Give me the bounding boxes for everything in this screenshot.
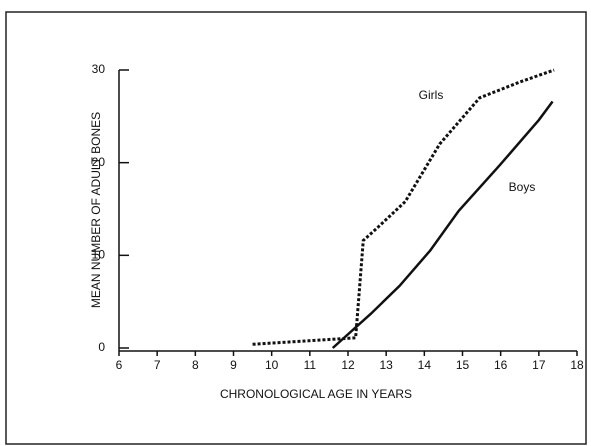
line-series <box>331 100 554 349</box>
x-tick-label: 13 <box>379 358 393 372</box>
annotation: Girls <box>419 88 444 102</box>
y-tick-label: 10 <box>92 248 106 262</box>
x-tick-label: 7 <box>154 358 161 372</box>
x-tick-label: 17 <box>532 358 546 372</box>
x-tick-label: 18 <box>570 358 584 372</box>
y-tick-label: 0 <box>98 340 105 354</box>
x-tick-label: 16 <box>494 358 508 372</box>
y-tick-label: 20 <box>92 155 106 169</box>
x-tick-label: 12 <box>341 358 355 372</box>
y-tick-label: 30 <box>92 62 106 76</box>
frame <box>5 11 587 445</box>
x-tick-label: 8 <box>192 358 199 372</box>
y-axis-label: MEAN NUMBER OF ADULT BONES <box>89 112 103 308</box>
x-tick-label: 6 <box>116 358 123 372</box>
annotation: Boys <box>509 180 536 194</box>
x-tick-label: 15 <box>456 358 470 372</box>
x-tick-label: 11 <box>304 358 317 372</box>
x-tick-label: 10 <box>265 358 279 372</box>
x-tick-label: 14 <box>418 358 432 372</box>
line-series <box>252 68 555 346</box>
x-axis-label: CHRONOLOGICAL AGE IN YEARS <box>220 387 412 401</box>
x-tick-label: 9 <box>230 358 237 372</box>
